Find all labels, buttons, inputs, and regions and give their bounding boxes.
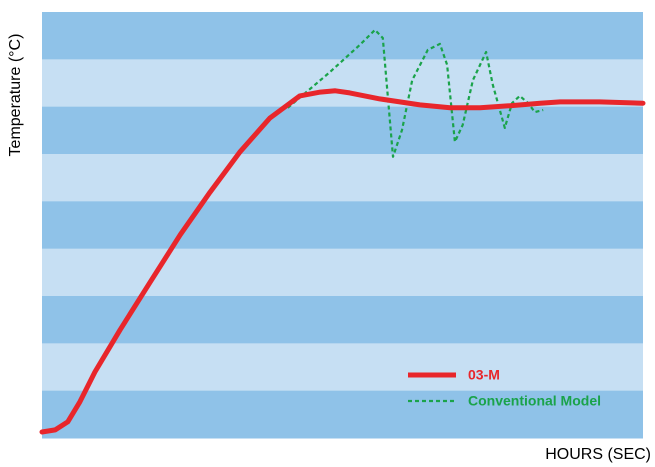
legend-label: Conventional Model xyxy=(468,393,601,409)
series-line xyxy=(39,88,646,435)
band xyxy=(42,201,643,250)
band xyxy=(42,296,643,344)
x-axis-label: HOURS (SEC) xyxy=(545,446,651,463)
band xyxy=(42,154,643,202)
band xyxy=(42,248,643,297)
series-line xyxy=(287,28,544,158)
band xyxy=(42,390,643,439)
y-axis-label: Temperature (°C) xyxy=(7,34,24,157)
band xyxy=(42,12,643,60)
legend-label: 03-M xyxy=(468,367,500,383)
band xyxy=(42,106,643,155)
band xyxy=(42,343,643,392)
band xyxy=(42,59,643,108)
plot-background xyxy=(42,12,643,439)
